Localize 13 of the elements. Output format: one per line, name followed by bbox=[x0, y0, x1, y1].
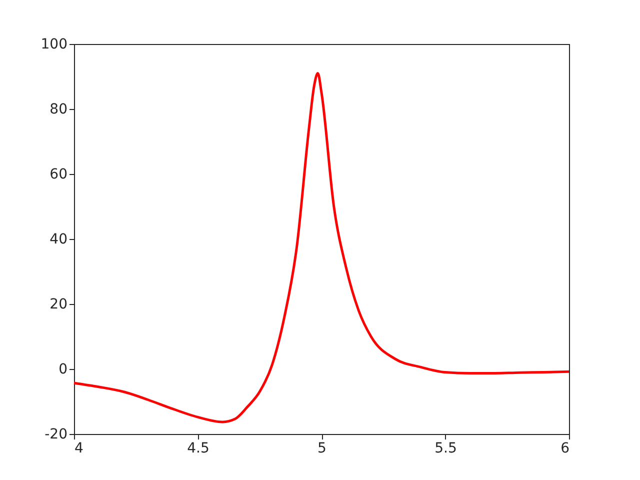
x-tick-label: 4.5 bbox=[187, 440, 210, 456]
y-tick-label: 60 bbox=[50, 166, 68, 182]
y-tick-label: 100 bbox=[40, 36, 68, 52]
y-tick-label: 80 bbox=[50, 102, 68, 118]
y-tick-label: 0 bbox=[58, 362, 68, 378]
x-tick-label: 6 bbox=[560, 440, 570, 456]
x-tick-label: 4 bbox=[74, 440, 84, 456]
x-tick-label: 5 bbox=[318, 440, 326, 456]
line-series bbox=[72, 72, 570, 424]
y-tick-label: 20 bbox=[50, 296, 68, 312]
x-tick-label: 5.5 bbox=[434, 440, 457, 456]
y-tick-label: 40 bbox=[50, 232, 68, 248]
y-tick-label: -20 bbox=[44, 426, 68, 442]
